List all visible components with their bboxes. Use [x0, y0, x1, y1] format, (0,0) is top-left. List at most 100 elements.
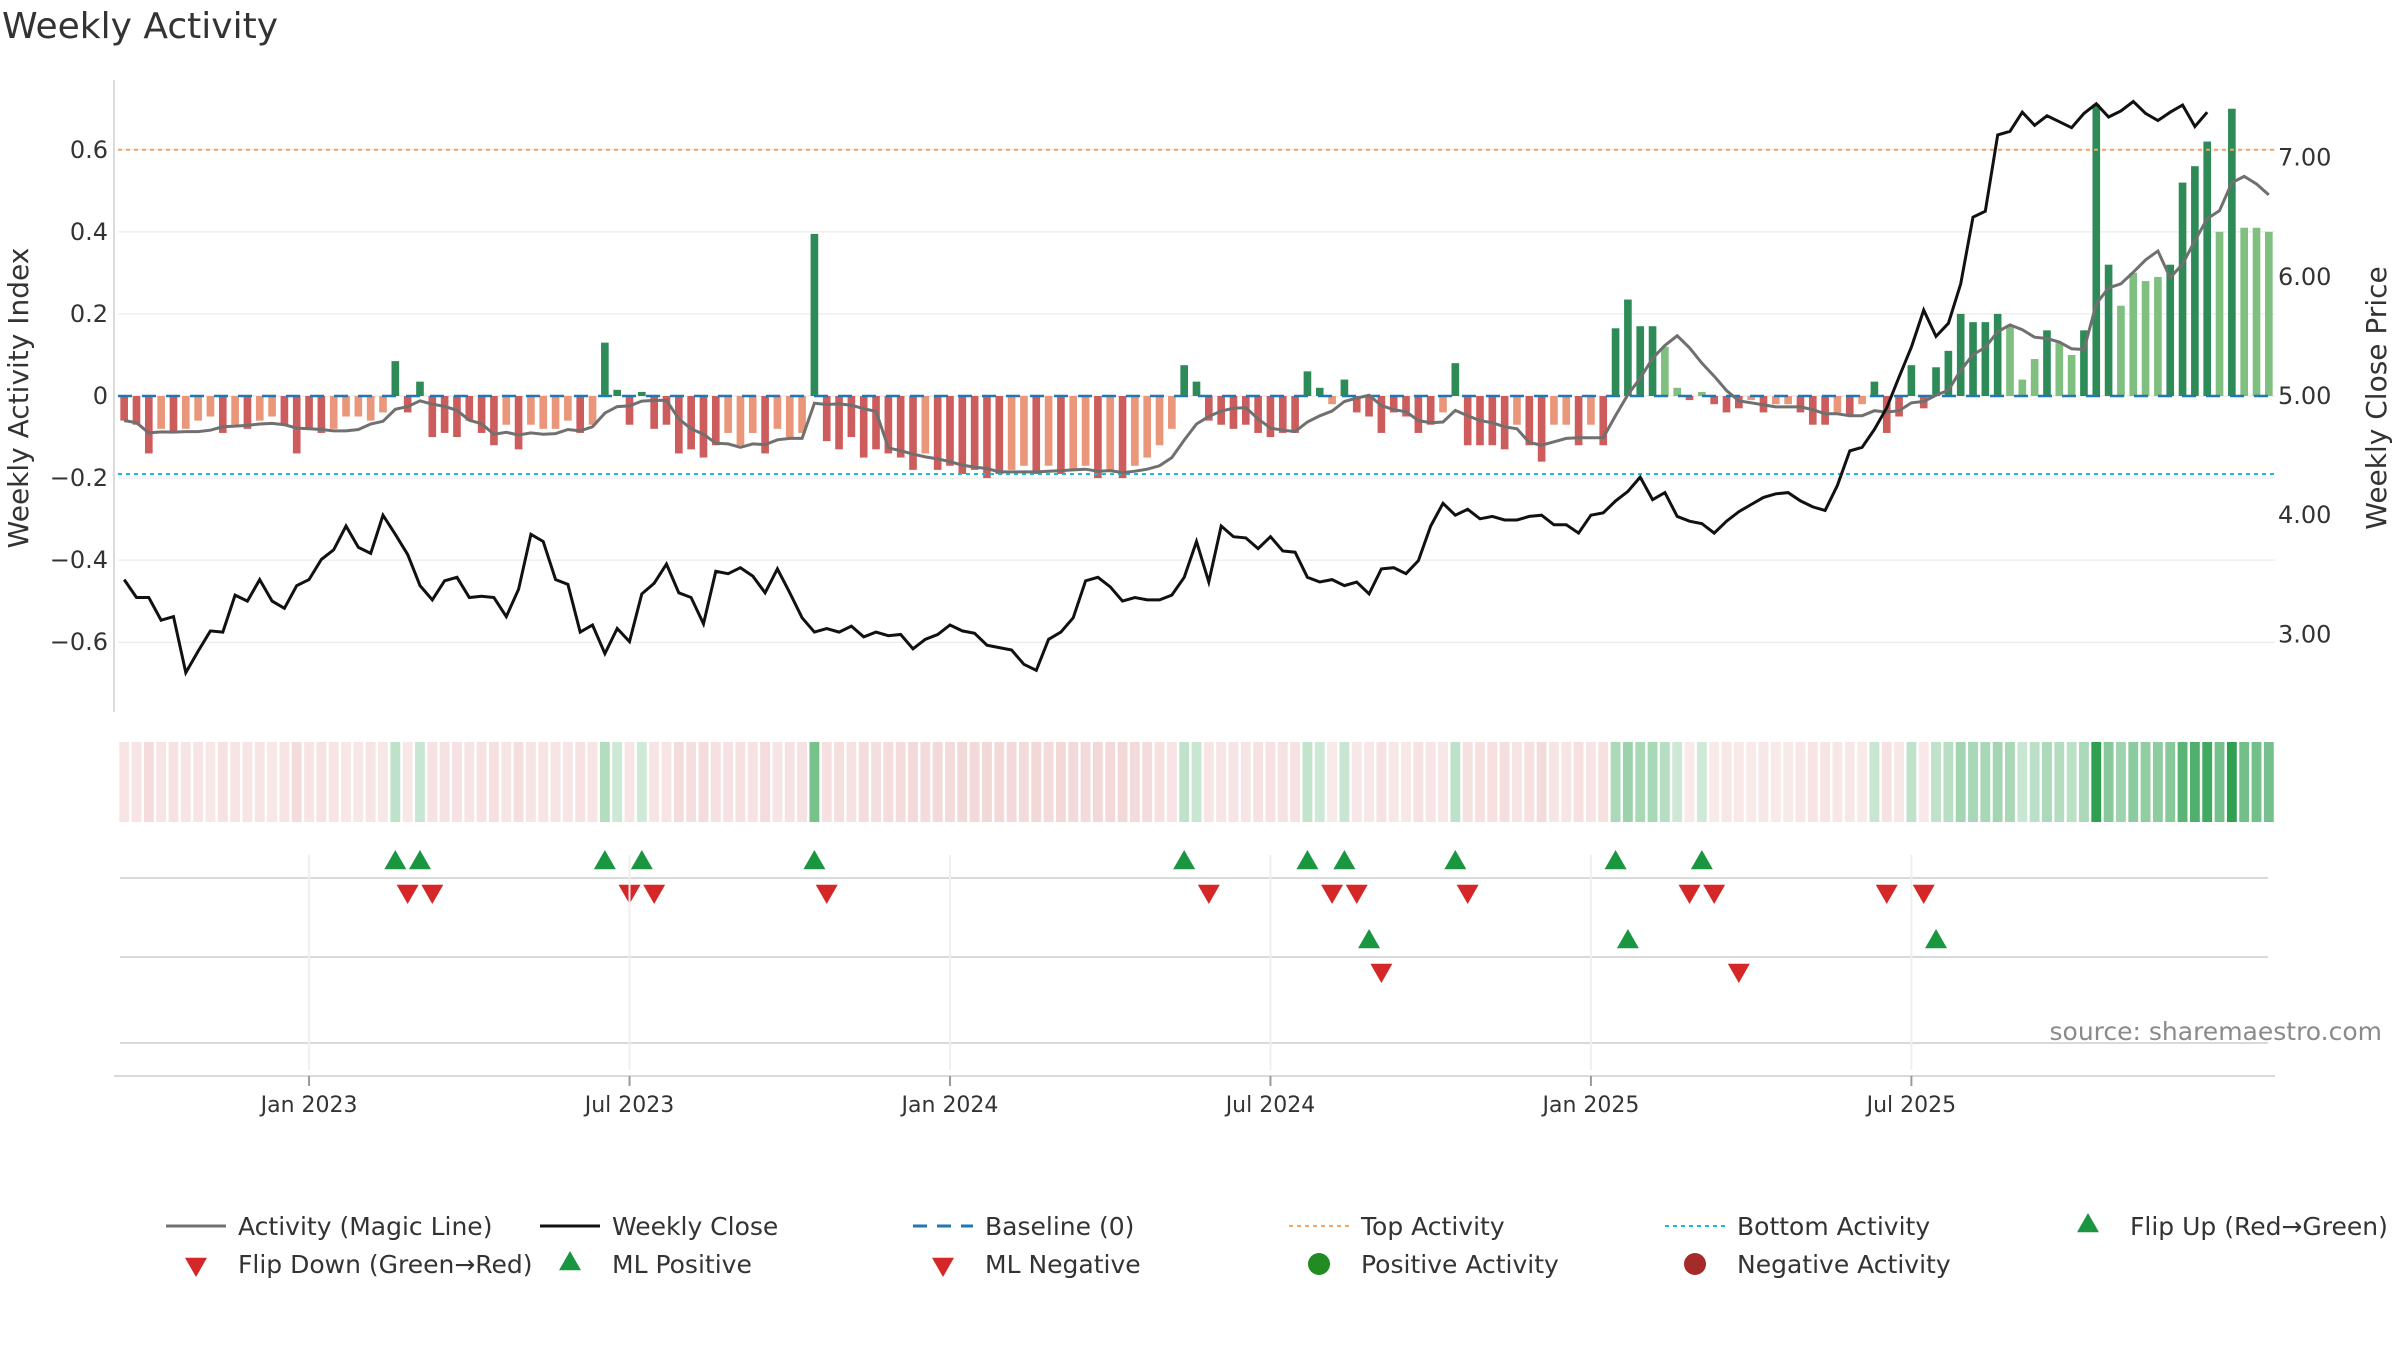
activity-heat-cell [1475, 742, 1485, 822]
activity-heat-cell [2177, 742, 2188, 822]
y-left-tick-label: −0.6 [50, 628, 108, 656]
activity-bar [773, 396, 782, 429]
activity-bar [2215, 231, 2224, 396]
activity-bar [428, 396, 437, 438]
activity-heat-cell [1302, 742, 1313, 822]
activity-heat-cell [1031, 742, 1042, 822]
activity-heat-cell [464, 742, 475, 822]
activity-heat-cell [1918, 742, 1929, 822]
activity-bar [268, 396, 276, 417]
flip-down-marker [1456, 884, 1479, 904]
activity-bar [1870, 381, 1879, 396]
activity-bar [1439, 396, 1447, 413]
activity-bar [1944, 350, 1953, 396]
flip-up-marker [1173, 850, 1196, 870]
flip-down-marker [396, 884, 419, 904]
activity-heat-cell [1019, 742, 1029, 822]
flip-down-marker [1197, 884, 1220, 904]
activity-bar [1488, 396, 1497, 446]
flip-up-marker [1690, 850, 1713, 870]
flip-up-marker [1333, 850, 1356, 870]
legend-item-top: Top Activity [1289, 1212, 1505, 1241]
legend-item-bottom: Bottom Activity [1665, 1212, 1930, 1241]
activity-bar [2104, 264, 2113, 396]
activity-heat-cell [1857, 742, 1868, 822]
activity-bar [551, 396, 560, 429]
activity-heat-cell [1585, 742, 1596, 822]
legend-swatch-dot [1684, 1253, 1706, 1275]
x-tick-label: Jan 2024 [900, 1093, 999, 1118]
activity-heat-cell [1006, 742, 1017, 822]
activity-bar [1377, 396, 1386, 433]
activity-bar [1057, 396, 1065, 474]
activity-bar [329, 396, 338, 429]
y-left-tick-label: 0.4 [70, 218, 108, 246]
legend-item-ml_neg: ML Negative [985, 1250, 1141, 1279]
activity-bar [1352, 396, 1361, 413]
activity-bar [1192, 381, 1201, 396]
activity-heat-cell [390, 742, 401, 822]
activity-bar [2252, 227, 2261, 396]
activity-bar [1044, 396, 1053, 466]
activity-bar [2055, 342, 2064, 396]
activity-bar [1340, 379, 1349, 396]
activity-heat-cell [1820, 742, 1831, 822]
legend-item-flip_down: Flip Down (Green→Red) [238, 1250, 533, 1279]
activity-bar [1069, 396, 1078, 470]
activity-bar [1451, 363, 1460, 396]
activity-bar [2240, 227, 2249, 396]
activity-heat-cell [1561, 742, 1572, 822]
y-right-tick-label: 4.00 [2278, 501, 2331, 529]
activity-bar [1291, 396, 1299, 433]
activity-bar [2006, 326, 2014, 396]
activity-heat-cell [1499, 742, 1510, 822]
activity-bar [1328, 396, 1336, 405]
activity-heat-cell [291, 742, 302, 822]
activity-bar [1426, 396, 1435, 425]
flip-down-marker [815, 884, 838, 904]
source-credit: source: sharemaestro.com [2050, 1017, 2383, 1046]
flip-down-marker [643, 884, 666, 904]
activity-bar [724, 396, 732, 433]
activity-heat-cell [1659, 742, 1670, 822]
activity-bar [1303, 371, 1312, 396]
activity-bar [120, 396, 128, 421]
activity-heat-cell [402, 742, 413, 822]
activity-heat-cell [1376, 742, 1387, 822]
activity-bar [1365, 396, 1373, 417]
activity-bar [1315, 387, 1324, 396]
activity-bar [502, 396, 511, 425]
activity-heat-cell [242, 742, 253, 822]
chart-title: Weekly Activity [2, 6, 278, 47]
activity-bar [613, 389, 622, 396]
activity-bar [1611, 328, 1620, 396]
activity-heat-cell [649, 742, 660, 822]
activity-bar [144, 396, 153, 454]
activity-bar [2129, 272, 2138, 396]
activity-heat-cell [871, 742, 881, 822]
activity-bar [157, 396, 165, 429]
activity-bar [527, 396, 535, 425]
activity-heat-cell [168, 742, 179, 822]
activity-heat-cell [587, 742, 598, 822]
ml-positive-marker [1925, 929, 1948, 949]
activity-bar [2154, 276, 2162, 396]
activity-bar [305, 396, 313, 429]
activity-bar [1587, 396, 1595, 425]
legend-label: Top Activity [1360, 1212, 1505, 1241]
activity-heat-cell [1832, 742, 1843, 822]
activity-bar [255, 396, 264, 421]
activity-bar [465, 396, 474, 421]
activity-bar [292, 396, 301, 454]
activity-heat-cell [612, 742, 623, 822]
activity-bar [748, 396, 757, 433]
activity-heat-cell [2103, 742, 2114, 822]
activity-bar [835, 396, 843, 450]
legend-label: Flip Down (Green→Red) [238, 1250, 533, 1279]
activity-heat-cell [661, 742, 672, 822]
activity-bar [317, 396, 326, 433]
legend-item-close: Weekly Close [540, 1212, 778, 1241]
activity-heat-cell [932, 742, 943, 822]
flip-down-marker [1703, 884, 1726, 904]
